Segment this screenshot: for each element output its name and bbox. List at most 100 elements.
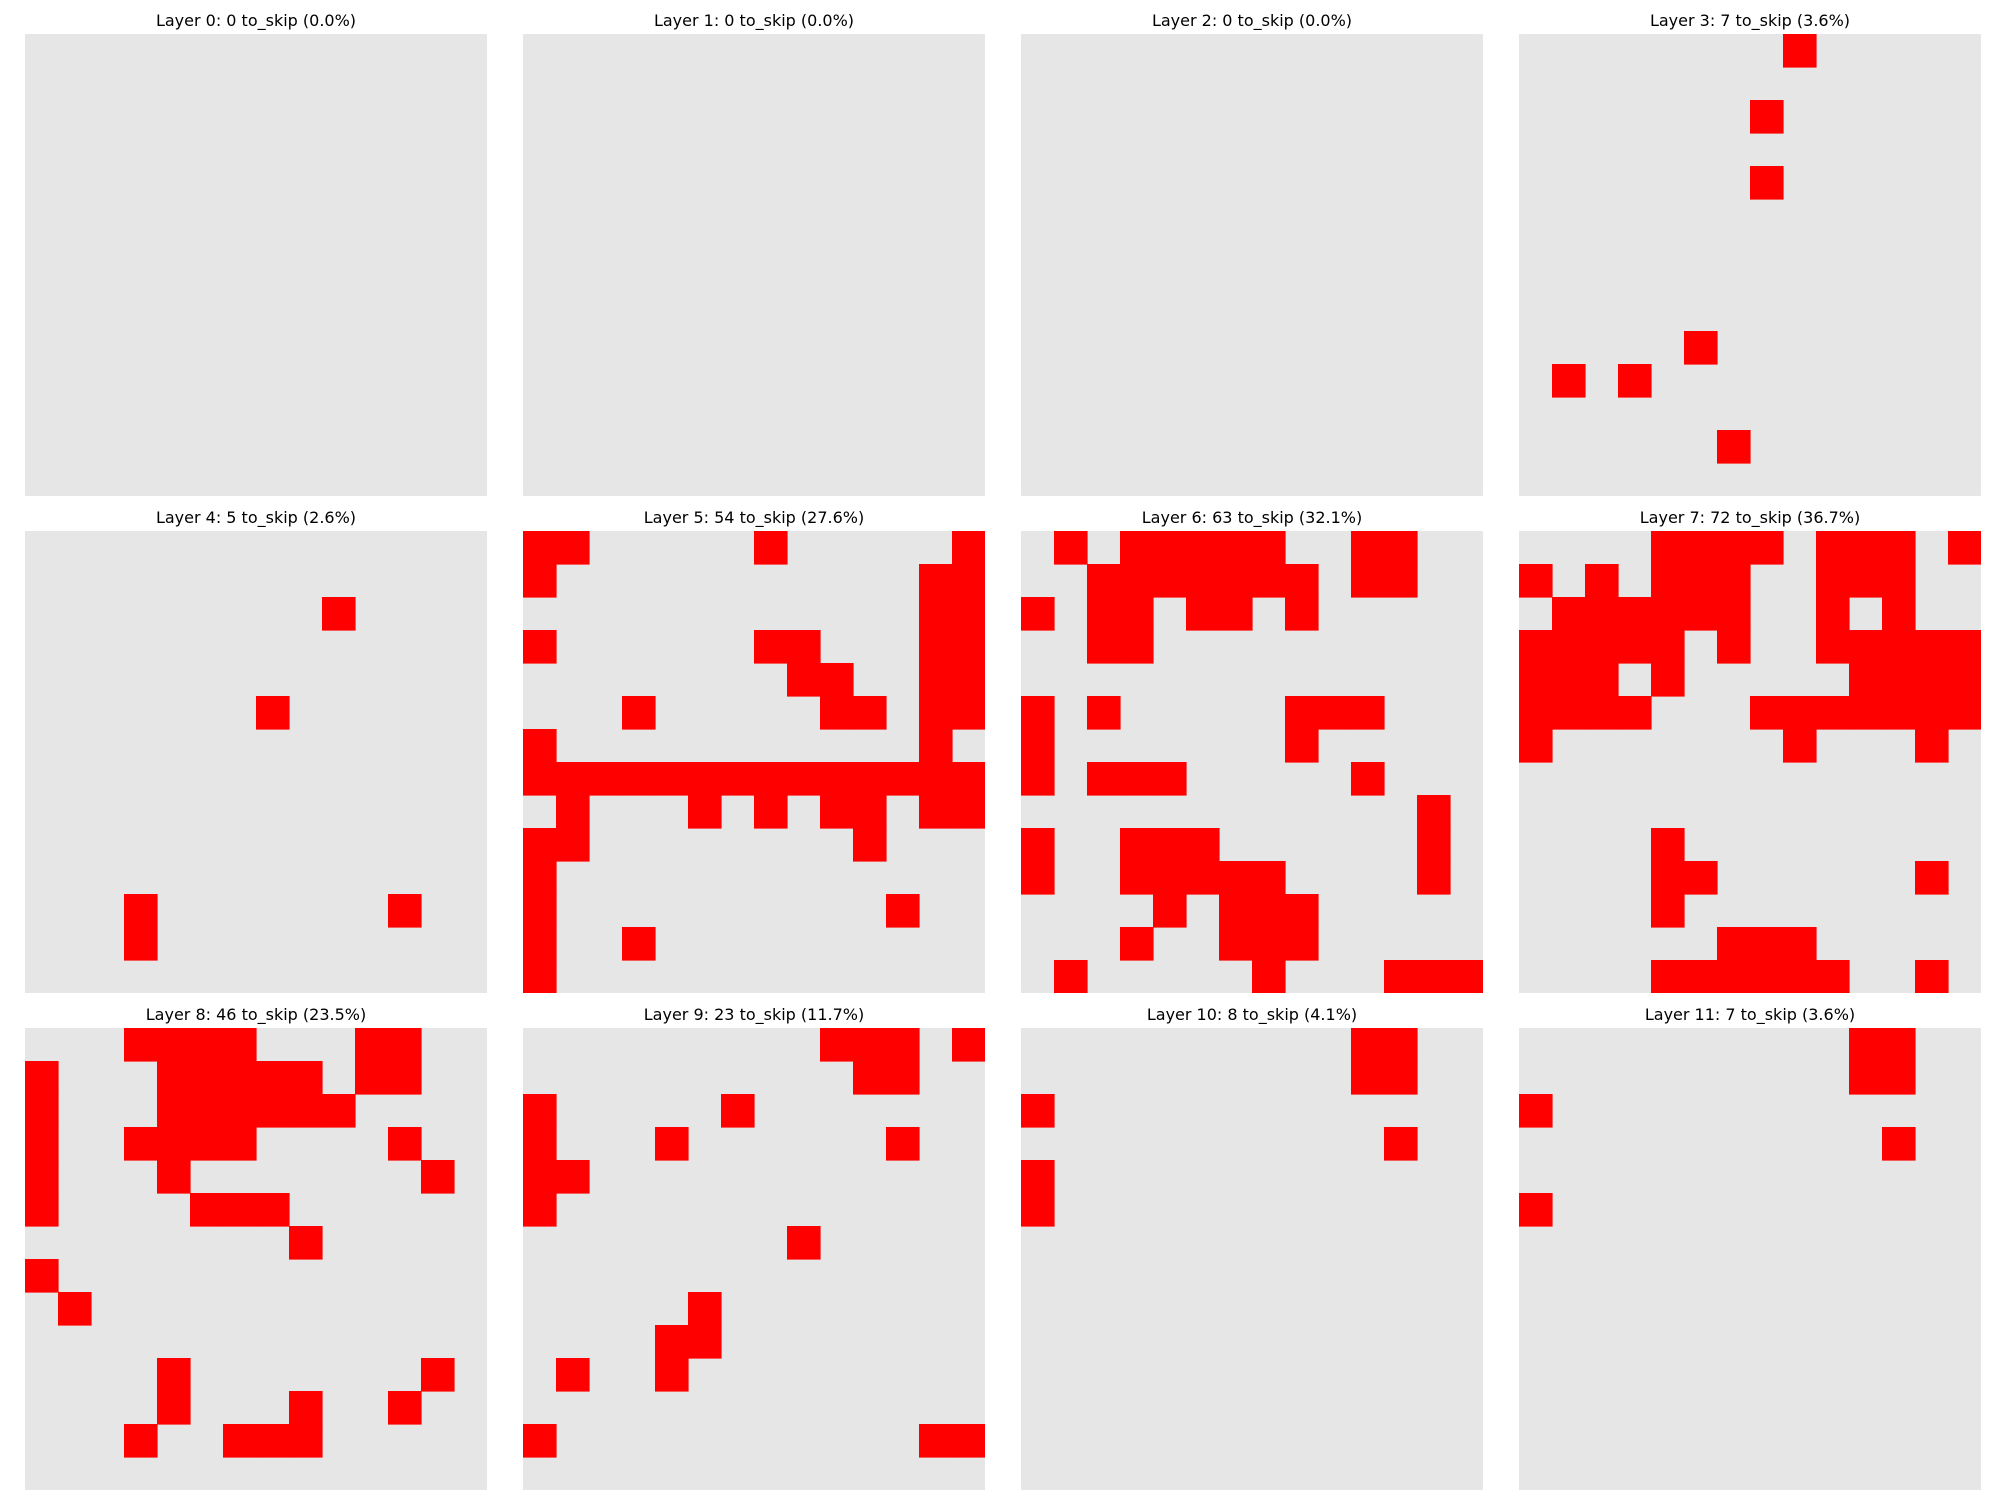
panel-title: Layer 10: 8 to_skip (4.1%) — [1146, 1005, 1358, 1024]
skipped-patch — [1351, 564, 1385, 598]
skipped-patch — [1816, 696, 1850, 730]
layer-panel-2: Layer 2: 0 to_skip (0.0%) — [1021, 8, 1483, 496]
skipped-patch — [523, 531, 557, 565]
skipped-patch — [1519, 1094, 1553, 1128]
skipped-patch — [952, 630, 985, 664]
skipped-patch — [556, 795, 590, 829]
panel-title: Layer 1: 0 to_skip (0.0%) — [653, 11, 855, 30]
skipped-patch — [1384, 960, 1418, 993]
skipped-patch — [388, 1391, 422, 1425]
skipped-patch — [1087, 762, 1121, 796]
skipped-patch — [1252, 531, 1286, 565]
skipped-patch — [1948, 696, 1981, 730]
skipped-patch — [124, 1028, 158, 1062]
skipped-patch — [1816, 960, 1850, 993]
skipped-patch — [1750, 927, 1784, 961]
patch-mask-image — [1519, 1028, 1981, 1490]
skipped-patch — [1783, 960, 1817, 993]
skipped-patch — [1882, 1127, 1916, 1161]
skipped-patch — [1585, 597, 1619, 631]
skipped-patch — [1651, 663, 1685, 697]
patch-mask-image — [523, 34, 985, 496]
skipped-patch — [523, 564, 557, 598]
skipped-patch — [1684, 331, 1718, 365]
skipped-patch — [820, 663, 854, 697]
skipped-patch — [919, 696, 953, 730]
skipped-patch — [157, 1391, 191, 1425]
skipped-patch — [1882, 564, 1916, 598]
skipped-patch — [1618, 696, 1652, 730]
skipped-patch — [523, 894, 557, 928]
skipped-patch — [688, 762, 722, 796]
layer-panel-6: Layer 6: 63 to_skip (32.1%) — [1021, 505, 1483, 993]
skipped-patch — [1651, 828, 1685, 862]
skipped-patch — [1750, 531, 1784, 565]
skipped-patch — [1120, 861, 1154, 895]
skipped-patch — [124, 894, 158, 928]
skipped-patch — [556, 1358, 590, 1392]
skipped-patch — [1021, 696, 1055, 730]
skipped-patch — [1651, 630, 1685, 664]
skipped-patch — [1219, 927, 1253, 961]
skipped-patch — [523, 1160, 557, 1194]
skipped-patch — [1519, 564, 1553, 598]
skipped-patch — [223, 1028, 257, 1062]
skipped-patch — [1651, 564, 1685, 598]
skipped-patch — [289, 1094, 323, 1128]
skipped-patch — [655, 762, 689, 796]
skipped-patch — [556, 828, 590, 862]
skipped-patch — [1021, 597, 1055, 631]
skipped-patch — [1252, 960, 1286, 993]
skipped-patch — [388, 1127, 422, 1161]
skipped-patch — [919, 762, 953, 796]
skipped-patch — [1948, 630, 1981, 664]
skipped-patch — [1153, 531, 1187, 565]
skipped-patch — [1186, 597, 1220, 631]
skipped-patch — [157, 1028, 191, 1062]
skipped-patch — [25, 1259, 59, 1293]
skipped-patch — [1252, 927, 1286, 961]
skipped-patch — [1186, 861, 1220, 895]
skipped-patch — [1651, 960, 1685, 993]
panel-title: Layer 7: 72 to_skip (36.7%) — [1639, 508, 1861, 527]
skipped-patch — [622, 762, 656, 796]
skipped-patch — [1186, 531, 1220, 565]
skipped-patch — [223, 1424, 257, 1458]
skipped-patch — [256, 1094, 290, 1128]
skipped-patch — [952, 597, 985, 631]
skipped-patch — [1717, 630, 1751, 664]
skipped-patch — [1684, 960, 1718, 993]
skipped-patch — [1417, 795, 1451, 829]
skipped-patch — [1519, 663, 1553, 697]
skipped-patch — [1351, 1028, 1385, 1062]
skipped-patch — [721, 762, 755, 796]
skipped-patch — [523, 762, 557, 796]
layer-panel-7: Layer 7: 72 to_skip (36.7%) — [1519, 505, 1981, 993]
skipped-patch — [886, 762, 920, 796]
skipped-patch — [1087, 597, 1121, 631]
skipped-patch — [1219, 597, 1253, 631]
skipped-patch — [1684, 531, 1718, 565]
panel-title: Layer 4: 5 to_skip (2.6%) — [155, 508, 357, 527]
skipped-patch — [919, 663, 953, 697]
patch-mask-image — [1519, 531, 1981, 993]
skipped-patch — [886, 1028, 920, 1062]
skipped-patch — [919, 564, 953, 598]
skipped-patch — [322, 597, 356, 631]
skipped-patch — [754, 630, 788, 664]
skipped-patch — [1384, 1028, 1418, 1062]
patch-mask-image — [1519, 34, 1981, 496]
skipped-patch — [25, 1160, 59, 1194]
skipped-patch — [289, 1424, 323, 1458]
skipped-patch — [1285, 696, 1319, 730]
skipped-patch — [1915, 630, 1949, 664]
panel-title: Layer 8: 46 to_skip (23.5%) — [145, 1005, 367, 1024]
skipped-patch — [589, 762, 623, 796]
layer-panel-4: Layer 4: 5 to_skip (2.6%) — [25, 505, 487, 993]
skipped-patch — [853, 1061, 887, 1095]
skipped-patch — [1153, 894, 1187, 928]
skipped-patch — [952, 663, 985, 697]
patch-mask-image — [25, 34, 487, 496]
skipped-patch — [1915, 960, 1949, 993]
skipped-patch — [523, 1424, 557, 1458]
